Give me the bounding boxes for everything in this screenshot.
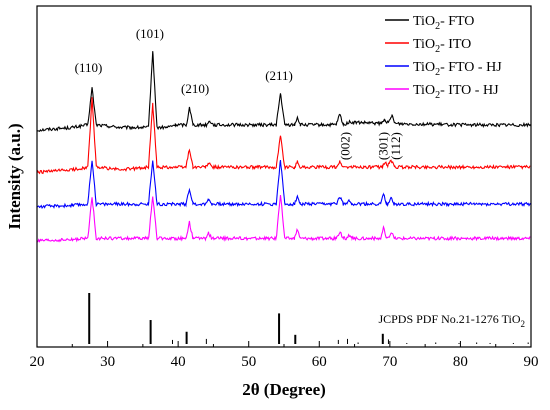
legend: TiO2- FTO TiO2- ITO TiO2- FTO - HJ TiO2- IT… bbox=[385, 14, 502, 101]
x-tick-label: 30 bbox=[100, 354, 115, 370]
x-tick-label: 40 bbox=[171, 354, 186, 370]
legend-label-tio2-ito: TiO2- ITO bbox=[413, 37, 471, 55]
peak-label: (110) bbox=[75, 60, 103, 75]
legend-label-tio2-ito-hj: TiO2- ITO - HJ bbox=[413, 83, 499, 101]
peak-label: (301) bbox=[376, 132, 391, 160]
reference-pattern bbox=[88, 293, 529, 344]
x-tick-label: 80 bbox=[453, 354, 468, 370]
peak-label: (210) bbox=[181, 81, 209, 96]
x-tick-label: 50 bbox=[241, 354, 256, 370]
peak-label: (002) bbox=[337, 132, 352, 160]
legend-label-tio2-fto: TiO2- FTO bbox=[413, 14, 474, 32]
y-axis-label: Intensity (a.u.) bbox=[5, 123, 24, 229]
x-tick-label: 70 bbox=[382, 354, 397, 370]
series-line-tio2-ito bbox=[36, 97, 531, 175]
series-layer bbox=[36, 51, 531, 243]
x-axis-label: 2θ (Degree) bbox=[242, 380, 326, 399]
reference-label-sub: 2 bbox=[521, 319, 526, 329]
legend-label-tio2-fto-hj: TiO2- FTO - HJ bbox=[413, 60, 502, 78]
peak-label: (211) bbox=[265, 68, 293, 83]
peak-label: (101) bbox=[136, 26, 164, 41]
x-tick-label: 20 bbox=[30, 354, 45, 370]
x-tick-label: 90 bbox=[524, 354, 539, 370]
x-tick-label: 60 bbox=[312, 354, 327, 370]
reference-label: JCPDS PDF No.21-1276 TiO2 bbox=[378, 312, 525, 329]
series-line-tio2-ito-hj bbox=[36, 194, 531, 243]
x-axis-ticks: 20 30 40 50 60 70 80 90 bbox=[30, 341, 539, 370]
peak-annotations: (110) (101) (210) (211) (002) (301)(112) bbox=[75, 26, 404, 160]
plot-frame bbox=[36, 5, 532, 348]
peak-label: (112) bbox=[388, 132, 403, 160]
series-line-tio2-fto-hj bbox=[36, 159, 531, 210]
series-line-tio2-fto bbox=[36, 51, 531, 133]
reference-label-main: JCPDS PDF No.21-1276 TiO bbox=[378, 312, 520, 326]
